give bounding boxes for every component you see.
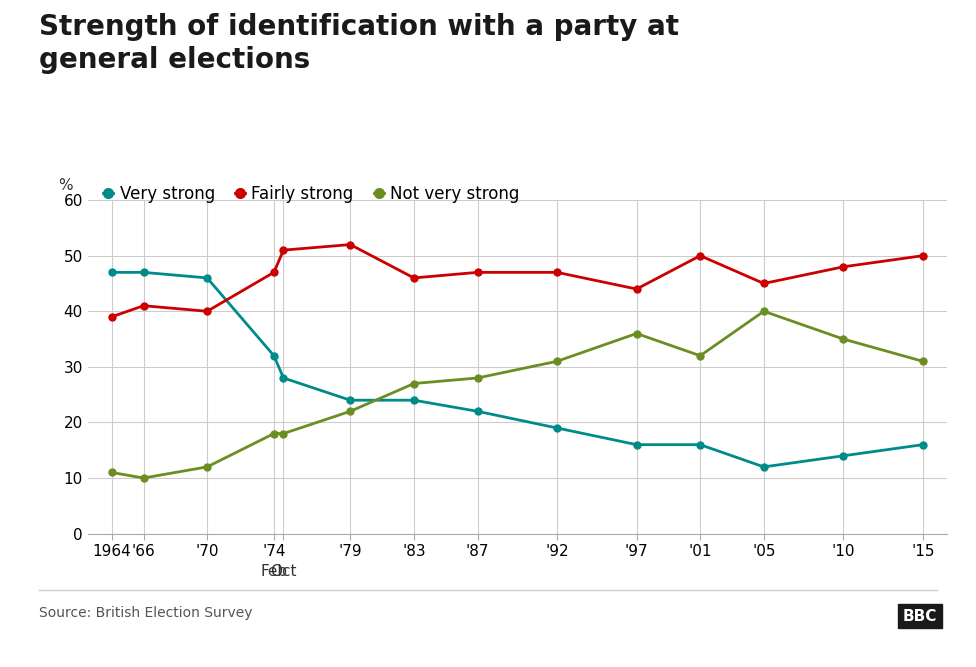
Text: %: % (59, 179, 73, 193)
Text: Source: British Election Survey: Source: British Election Survey (39, 606, 253, 620)
Text: Feb: Feb (261, 564, 288, 578)
Legend: Very strong, Fairly strong, Not very strong: Very strong, Fairly strong, Not very str… (97, 178, 526, 209)
Text: BBC: BBC (903, 609, 937, 624)
Text: Oct: Oct (270, 564, 297, 578)
Text: Strength of identification with a party at
general elections: Strength of identification with a party … (39, 13, 679, 74)
